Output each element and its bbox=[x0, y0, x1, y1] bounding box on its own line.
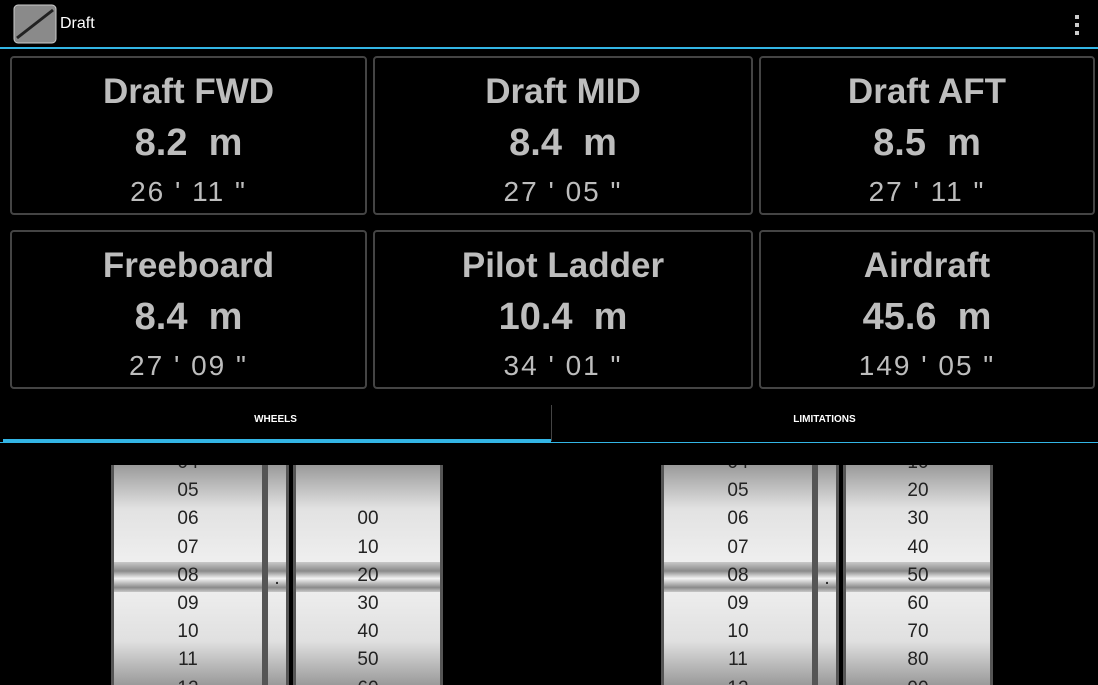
measure-card[interactable]: Pilot Ladder 10.4 m 34 ' 01 " bbox=[373, 230, 753, 389]
wheel-value: 20 bbox=[357, 564, 379, 586]
measure-card[interactable]: Draft AFT 8.5 m 27 ' 11 " bbox=[759, 56, 1095, 215]
wheel-value: 00 bbox=[357, 508, 379, 530]
wheel-value: 12 bbox=[661, 678, 815, 685]
card-imperial: 27 ' 11 " bbox=[868, 176, 986, 207]
card-metric: 10.4 m bbox=[498, 296, 628, 338]
separator: . bbox=[824, 568, 830, 589]
wheel-value: 90 bbox=[843, 678, 993, 685]
wheel-value: 10 bbox=[357, 536, 379, 558]
wheel-value: 10 bbox=[727, 621, 749, 643]
wheel-column[interactable]: 04 05 06 07 08 09 10 11 12 bbox=[111, 465, 265, 685]
wheel-value: 50 bbox=[357, 649, 379, 671]
column-edge bbox=[990, 465, 993, 685]
card-metric: 8.5 m bbox=[873, 122, 981, 164]
column-edge bbox=[286, 465, 289, 685]
wheel-value: 12 bbox=[111, 678, 265, 685]
wheel-value: 10 bbox=[177, 621, 199, 643]
wheel-value: 05 bbox=[727, 480, 749, 502]
card-label: Airdraft bbox=[863, 246, 991, 285]
card-imperial: 34 ' 01 " bbox=[503, 350, 623, 381]
wheel-value: 20 bbox=[907, 480, 929, 502]
wheel-value: 80 bbox=[907, 649, 929, 671]
selection-band bbox=[815, 562, 839, 592]
overflow-menu[interactable] bbox=[1072, 14, 1082, 36]
column-edge bbox=[293, 465, 296, 685]
column-edge bbox=[812, 465, 815, 685]
wheel-value: 70 bbox=[907, 621, 929, 643]
wheel-value: 10 bbox=[843, 465, 993, 473]
wheel-column[interactable]: . bbox=[265, 465, 289, 685]
card-metric: 8.4 m bbox=[134, 296, 243, 338]
wheel-value: 60 bbox=[907, 593, 929, 614]
wheel-value: 05 bbox=[177, 480, 199, 502]
wheel-column[interactable]: . bbox=[815, 465, 839, 685]
column-edge bbox=[815, 465, 818, 685]
measure-card[interactable]: Draft MID 8.4 m 27 ' 05 " bbox=[373, 56, 753, 215]
card-label: Pilot Ladder bbox=[461, 246, 665, 285]
measure-card[interactable]: Draft FWD 8.2 m 26 ' 11 " bbox=[10, 56, 367, 215]
column-edge bbox=[843, 465, 846, 685]
wheel-value: 30 bbox=[357, 593, 379, 614]
wheel-value: 06 bbox=[177, 508, 199, 530]
wheel-value: 07 bbox=[727, 536, 749, 558]
tab[interactable]: LIMITATIONS bbox=[793, 414, 856, 425]
wheel-value: 04 bbox=[111, 465, 265, 473]
card-imperial: 27 ' 05 " bbox=[503, 176, 623, 207]
measure-card[interactable]: Airdraft 45.6 m 149 ' 05 " bbox=[759, 230, 1095, 389]
card-label: Freeboard bbox=[102, 246, 275, 285]
wheel-value: 50 bbox=[907, 564, 929, 586]
card-metric: 8.4 m bbox=[509, 122, 617, 164]
selection-band bbox=[111, 562, 265, 592]
selection-band bbox=[661, 562, 815, 592]
column-edge bbox=[262, 465, 265, 685]
card-imperial: 149 ' 05 " bbox=[858, 350, 996, 381]
wheel-value: 09 bbox=[177, 593, 199, 614]
selection-band bbox=[265, 562, 289, 592]
wheel-value: 30 bbox=[907, 508, 929, 530]
wheel-value: 08 bbox=[177, 564, 199, 586]
wheel-value: 04 bbox=[661, 465, 815, 473]
card-metric: 45.6 m bbox=[862, 296, 992, 338]
app-icon[interactable] bbox=[13, 4, 57, 44]
wheel-value: 11 bbox=[178, 649, 198, 671]
card-imperial: 27 ' 09 " bbox=[129, 350, 248, 381]
card-label: Draft FWD bbox=[102, 72, 275, 111]
card-imperial: 26 ' 11 " bbox=[130, 176, 247, 207]
tab[interactable]: WHEELS bbox=[254, 414, 297, 425]
wheel-value: 09 bbox=[727, 593, 749, 614]
wheel-value: 07 bbox=[177, 536, 199, 558]
column-edge bbox=[111, 465, 114, 685]
card-label: Draft MID bbox=[485, 72, 641, 111]
app-title: Draft bbox=[60, 15, 95, 32]
column-edge bbox=[661, 465, 664, 685]
wheel-column[interactable]: 10 20 30 40 50 60 70 80 90 bbox=[843, 465, 993, 685]
card-label: Draft AFT bbox=[847, 72, 1007, 111]
wheel-value: 06 bbox=[727, 508, 749, 530]
app-bar: Draft bbox=[0, 0, 1098, 49]
wheel-value: 40 bbox=[357, 621, 379, 643]
wheel-value: 60 bbox=[293, 678, 443, 685]
selection-band bbox=[843, 562, 993, 592]
wheel-value: 11 bbox=[728, 649, 748, 671]
measure-card[interactable]: Freeboard 8.4 m 27 ' 09 " bbox=[10, 230, 367, 389]
wheel-value: 40 bbox=[907, 536, 929, 558]
tab-indicator bbox=[3, 439, 551, 443]
card-metric: 8.2 m bbox=[134, 122, 243, 164]
column-edge bbox=[265, 465, 268, 685]
selection-band bbox=[293, 562, 443, 592]
wheel-column[interactable]: 04 05 06 07 08 09 10 11 12 bbox=[661, 465, 815, 685]
wheel-column[interactable]: 00 10 20 30 40 50 60 bbox=[293, 465, 443, 685]
column-edge bbox=[836, 465, 839, 685]
column-edge bbox=[440, 465, 443, 685]
separator: . bbox=[274, 568, 280, 589]
wheel-value: 08 bbox=[727, 564, 749, 586]
tab-divider bbox=[551, 405, 552, 441]
